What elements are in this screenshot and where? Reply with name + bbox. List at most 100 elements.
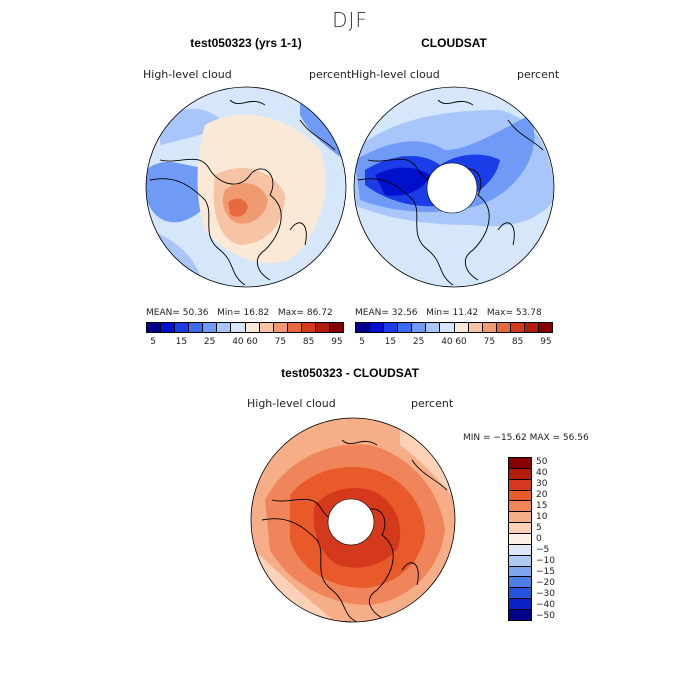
panel2-field-label: High-level cloud bbox=[351, 68, 440, 81]
panel1-colorbar-ticks: 5 15 25 40 60 75 85 95 bbox=[146, 337, 344, 349]
panel3-minmax: MIN = −15.62 MAX = 56.56 bbox=[463, 433, 589, 443]
colorbar-tick-label: −20 bbox=[536, 577, 555, 588]
colorbar-tick-label: −30 bbox=[536, 588, 555, 599]
colorbar-tick-label: 30 bbox=[536, 479, 548, 490]
colorbar-tick-label: 0 bbox=[536, 534, 542, 544]
colorbar-swatch bbox=[509, 599, 531, 611]
colorbar-swatch bbox=[203, 323, 218, 332]
colorbar-swatch bbox=[468, 323, 483, 332]
colorbar-tick-label: −15 bbox=[536, 566, 555, 577]
colorbar-swatch bbox=[315, 323, 331, 332]
colorbar-swatch bbox=[426, 323, 441, 332]
colorbar-swatch bbox=[509, 490, 531, 502]
colorbar-swatch bbox=[370, 323, 385, 332]
panel1-title: test050323 (yrs 1-1) bbox=[190, 36, 302, 50]
colorbar-tick-label: 75 bbox=[483, 337, 496, 347]
colorbar-swatch bbox=[161, 323, 176, 332]
colorbar-tick-label: 50 bbox=[536, 457, 548, 468]
colorbar-swatch bbox=[384, 323, 399, 332]
colorbar-tick-label: 5 bbox=[536, 523, 542, 534]
colorbar-swatch bbox=[330, 323, 344, 332]
panel2-title: CLOUDSAT bbox=[421, 36, 487, 50]
colorbar-swatch bbox=[509, 479, 531, 491]
panel1-mean: 50.36 bbox=[182, 308, 209, 318]
colorbar-swatch bbox=[189, 323, 204, 332]
colorbar-swatch bbox=[440, 323, 455, 332]
colorbar-swatch bbox=[356, 323, 371, 332]
colorbar-tick-label: 95 bbox=[540, 337, 552, 347]
colorbar-swatch bbox=[454, 323, 469, 332]
panel2-units-label: percent bbox=[517, 68, 560, 81]
colorbar-swatch bbox=[509, 577, 531, 589]
colorbar-swatch bbox=[510, 323, 525, 332]
colorbar-tick-label: 25 bbox=[203, 337, 216, 347]
colorbar-tick-label: −50 bbox=[536, 610, 555, 621]
colorbar-swatch bbox=[273, 323, 288, 332]
colorbar-swatch bbox=[509, 566, 531, 578]
colorbar-swatch bbox=[509, 512, 531, 524]
colorbar-swatch bbox=[509, 555, 531, 567]
panel2-max: 53.78 bbox=[515, 308, 542, 318]
panel3-colorbar-ticks: 50 40 30 20 15 10 5 0 −5 −10 −15 −20 −30 −40 −50 bbox=[536, 457, 576, 621]
panel1-map bbox=[146, 87, 346, 287]
colorbar-tick-label: 40 bbox=[441, 337, 453, 347]
panel2-mean: 32.56 bbox=[391, 308, 418, 318]
panel3-title: test050323 - CLOUDSAT bbox=[281, 366, 419, 380]
colorbar-tick-label: 15 bbox=[536, 501, 548, 512]
colorbar-tick-label: 15 bbox=[384, 337, 397, 347]
panel1-min: 16.82 bbox=[243, 308, 270, 318]
colorbar-tick-label: 85 bbox=[511, 337, 524, 347]
colorbar-tick-label: −40 bbox=[536, 599, 555, 610]
panel2-stats: MEAN= 32.56 Min= 11.42 Max= 53.78 bbox=[355, 308, 542, 318]
colorbar-swatch bbox=[147, 323, 162, 332]
colorbar-swatch bbox=[245, 323, 260, 332]
colorbar-tick-label: 25 bbox=[412, 337, 425, 347]
colorbar-tick-label: 20 bbox=[536, 490, 548, 501]
colorbar-swatch bbox=[398, 323, 413, 332]
colorbar-tick-label: 15 bbox=[175, 337, 188, 347]
colorbar-swatch bbox=[509, 468, 531, 480]
colorbar-tick-label: −5 bbox=[536, 544, 550, 555]
colorbar-tick-label: 5 bbox=[150, 337, 156, 347]
colorbar-swatch bbox=[301, 323, 316, 332]
colorbar-swatch bbox=[509, 458, 531, 469]
colorbar-tick-label: 75 bbox=[274, 337, 287, 347]
panel2-colorbar bbox=[355, 322, 553, 333]
colorbar-swatch bbox=[509, 588, 531, 600]
season-title: DJF bbox=[332, 8, 368, 32]
colorbar-tick-label: 40 bbox=[232, 337, 244, 347]
colorbar-swatch bbox=[412, 323, 427, 332]
panel3-units-label: percent bbox=[411, 397, 454, 410]
colorbar-swatch bbox=[482, 323, 497, 332]
panel1-units-label: percent bbox=[309, 68, 352, 81]
panel3-map bbox=[251, 418, 455, 622]
colorbar-swatch bbox=[217, 323, 232, 332]
colorbar-tick-label: 95 bbox=[331, 337, 343, 347]
colorbar-swatch bbox=[287, 323, 302, 332]
panel2-min: 11.42 bbox=[452, 308, 479, 318]
panel1-max: 86.72 bbox=[306, 308, 333, 318]
colorbar-swatch bbox=[231, 323, 246, 332]
colorbar-swatch bbox=[509, 523, 531, 535]
colorbar-swatch bbox=[509, 610, 531, 620]
colorbar-tick-label: 40 bbox=[536, 468, 548, 479]
colorbar-tick-label: 5 bbox=[359, 337, 365, 347]
colorbar-tick-label: 60 bbox=[455, 337, 467, 347]
colorbar-tick-label: 85 bbox=[302, 337, 315, 347]
colorbar-tick-label: 60 bbox=[246, 337, 258, 347]
panel3-field-label: High-level cloud bbox=[247, 397, 336, 410]
panel3-colorbar bbox=[508, 457, 532, 621]
colorbar-swatch bbox=[259, 323, 274, 332]
colorbar-swatch bbox=[524, 323, 540, 332]
panel1-stats: MEAN= 50.36 Min= 16.82 Max= 86.72 bbox=[146, 308, 333, 318]
colorbar-swatch bbox=[509, 534, 531, 545]
panel1-field-label: High-level cloud bbox=[143, 68, 232, 81]
colorbar-swatch bbox=[509, 544, 531, 556]
colorbar-tick-label: 10 bbox=[536, 512, 548, 523]
colorbar-tick-label: −10 bbox=[536, 555, 555, 566]
panel1-colorbar bbox=[146, 322, 344, 333]
colorbar-swatch bbox=[539, 323, 553, 332]
panel2-map bbox=[354, 87, 554, 287]
panel2-colorbar-ticks: 5 15 25 40 60 75 85 95 bbox=[355, 337, 553, 349]
